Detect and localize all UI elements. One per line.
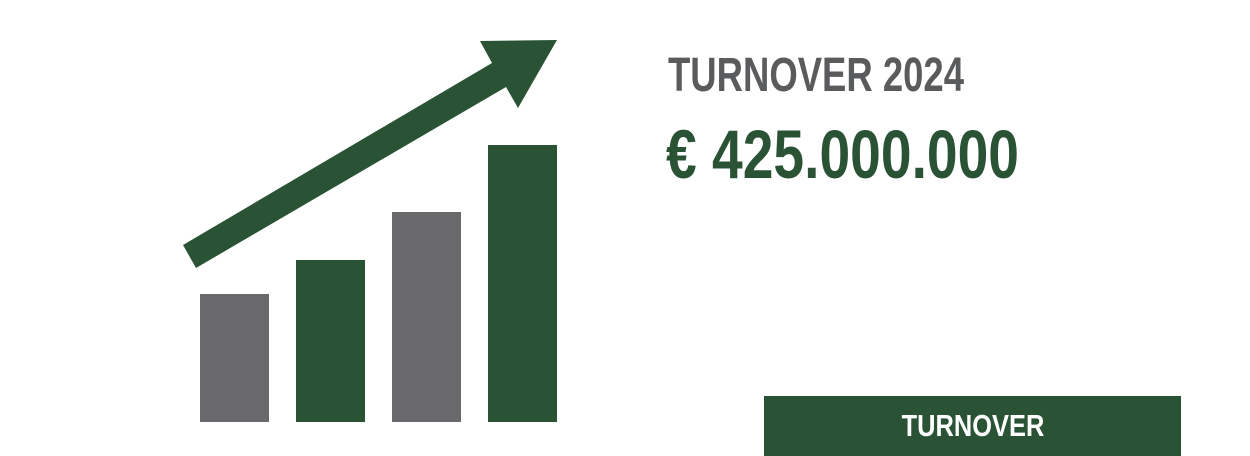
bar-3 (392, 212, 461, 422)
bar-4 (488, 145, 557, 422)
rising-arrow-icon (183, 40, 557, 268)
turnover-button-label: TURNOVER (901, 408, 1044, 443)
bar-2 (296, 260, 365, 422)
turnover-amount: € 425.000.000 (666, 116, 1020, 193)
turnover-button[interactable]: TURNOVER (764, 396, 1181, 456)
heading: TURNOVER 2024 (668, 49, 964, 102)
growth-chart-icon (183, 40, 557, 422)
bar-1 (200, 294, 269, 422)
